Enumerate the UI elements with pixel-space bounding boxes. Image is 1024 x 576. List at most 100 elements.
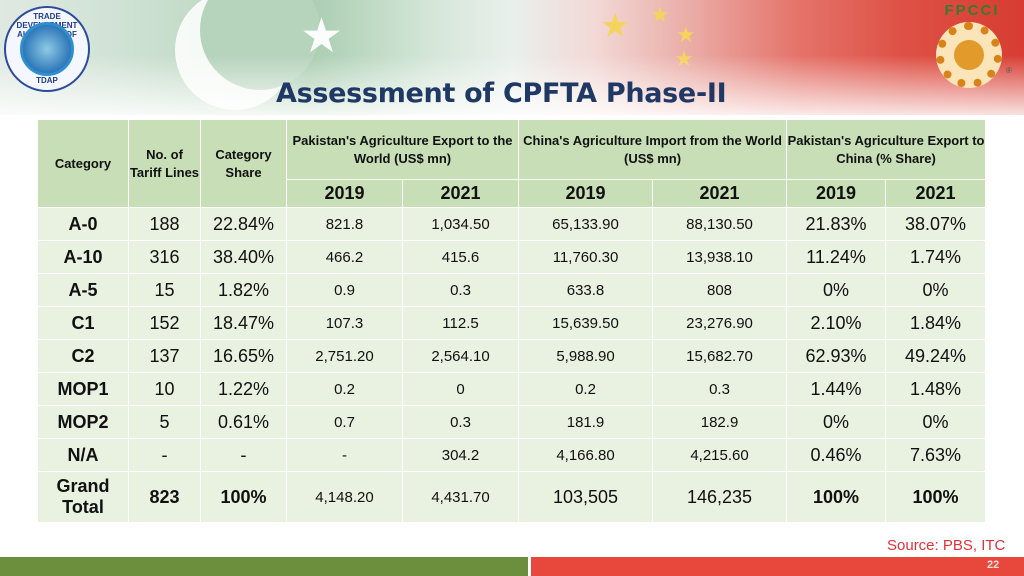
cell-pk-export-china-2021: 1.84% bbox=[885, 306, 987, 340]
header-category: Category bbox=[37, 119, 129, 208]
china-star-icon: ★ bbox=[600, 7, 631, 45]
row-category-total: Grand Total bbox=[37, 471, 129, 523]
cell-cn-import-world-2019: 181.9 bbox=[518, 405, 654, 439]
cell-pk-export-world-2021: 112.5 bbox=[401, 306, 520, 340]
table-row: C1 152 18.47% 107.3 112.5 15,639.50 23,2… bbox=[37, 306, 987, 340]
cell-tariff-lines: 316 bbox=[128, 240, 201, 274]
cell-cn-import-world-2019: 11,760.30 bbox=[518, 240, 654, 274]
cell-pk-export-world-2019-total: 4,148.20 bbox=[286, 471, 403, 523]
cell-category-share: 38.40% bbox=[200, 240, 287, 274]
cell-cn-import-world-2021: 182.9 bbox=[652, 405, 788, 439]
cell-tariff-lines: 5 bbox=[128, 405, 201, 439]
flags-banner: ★ ★ ★ ★ ★ bbox=[0, 0, 1024, 115]
cell-pk-export-china-2021: 7.63% bbox=[885, 438, 987, 472]
cpfta-assessment-table: Category No. of Tariff Lines Category Sh… bbox=[37, 119, 987, 523]
cell-category-share: 0.61% bbox=[200, 405, 287, 439]
cell-category-share: 1.22% bbox=[200, 372, 287, 406]
cell-tariff-lines: 152 bbox=[128, 306, 201, 340]
tdap-logo: TRADE DEVELOPMENT AUTHORITY OF PAKISTAN … bbox=[4, 6, 90, 92]
cell-pk-export-china-2019: 0% bbox=[786, 273, 887, 307]
cell-cn-import-world-2019: 633.8 bbox=[518, 273, 654, 307]
tdap-logo-text: TDAP bbox=[36, 76, 58, 85]
header-year-2019: 2019 bbox=[518, 179, 654, 208]
header-category-share: Category Share bbox=[200, 119, 287, 208]
row-category: A-10 bbox=[37, 240, 129, 274]
cell-tariff-lines: 188 bbox=[128, 207, 201, 241]
cell-pk-export-world-2021: 0.3 bbox=[401, 405, 520, 439]
cell-tariff-lines: 137 bbox=[128, 339, 201, 373]
cell-tariff-lines: - bbox=[128, 438, 201, 472]
china-star-icon: ★ bbox=[676, 22, 696, 47]
cell-tariff-lines: 15 bbox=[128, 273, 201, 307]
header-pk-export-china: Pakistan's Agriculture Export to China (… bbox=[786, 119, 987, 180]
row-category: A-0 bbox=[37, 207, 129, 241]
fpcci-logo: FPCCI ® bbox=[926, 2, 1018, 94]
cell-tariff-lines-total: 823 bbox=[128, 471, 201, 523]
header-pk-export-world: Pakistan's Agriculture Export to the Wor… bbox=[285, 119, 520, 180]
cell-tariff-lines: 10 bbox=[128, 372, 201, 406]
row-category: N/A bbox=[37, 438, 129, 472]
cell-pk-export-world-2019: - bbox=[286, 438, 403, 472]
table-row: MOP1 10 1.22% 0.2 0 0.2 0.3 1.44% 1.48% bbox=[37, 372, 987, 406]
banner-fade bbox=[0, 55, 1024, 115]
cell-pk-export-world-2019: 2,751.20 bbox=[286, 339, 403, 373]
cell-cn-import-world-2021: 15,682.70 bbox=[652, 339, 788, 373]
cell-pk-export-world-2021: 415.6 bbox=[401, 240, 520, 274]
row-category: MOP2 bbox=[37, 405, 129, 439]
cell-category-share: 18.47% bbox=[200, 306, 287, 340]
header-year-2019: 2019 bbox=[286, 179, 403, 208]
cell-pk-export-china-2019: 0.46% bbox=[786, 438, 887, 472]
header-tariff-lines: No. of Tariff Lines bbox=[128, 119, 201, 208]
cell-pk-export-china-2019: 11.24% bbox=[786, 240, 887, 274]
cell-pk-export-china-2021: 0% bbox=[885, 273, 987, 307]
table-row: A-10 316 38.40% 466.2 415.6 11,760.30 13… bbox=[37, 240, 987, 274]
cell-pk-export-world-2021: 1,034.50 bbox=[401, 207, 520, 241]
cell-pk-export-china-2021: 38.07% bbox=[885, 207, 987, 241]
page-title: Assessment of CPFTA Phase-II bbox=[276, 78, 727, 109]
cell-category-share: 22.84% bbox=[200, 207, 287, 241]
china-star-icon: ★ bbox=[650, 2, 670, 27]
cell-pk-export-china-2019: 1.44% bbox=[786, 372, 887, 406]
cell-cn-import-world-2021: 0.3 bbox=[652, 372, 788, 406]
cell-cn-import-world-2021: 4,215.60 bbox=[652, 438, 788, 472]
cell-cn-import-world-2021: 88,130.50 bbox=[652, 207, 788, 241]
gear-center-icon bbox=[954, 40, 984, 70]
page-number: 22 bbox=[987, 559, 1000, 571]
cell-category-share: - bbox=[200, 438, 287, 472]
cell-pk-export-china-2019: 62.93% bbox=[786, 339, 887, 373]
cell-pk-export-world-2021: 2,564.10 bbox=[401, 339, 520, 373]
fpcci-logo-text: FPCCI bbox=[944, 2, 1000, 19]
cell-cn-import-world-2019: 4,166.80 bbox=[518, 438, 654, 472]
cell-cn-import-world-2019: 5,988.90 bbox=[518, 339, 654, 373]
cell-pk-export-china-2021: 1.48% bbox=[885, 372, 987, 406]
cell-cn-import-world-2019: 15,639.50 bbox=[518, 306, 654, 340]
cell-pk-export-world-2019: 0.9 bbox=[286, 273, 403, 307]
cell-pk-export-world-2021: 0 bbox=[401, 372, 520, 406]
table-row: A-0 188 22.84% 821.8 1,034.50 65,133.90 … bbox=[37, 207, 987, 241]
cell-pk-export-world-2019: 0.7 bbox=[286, 405, 403, 439]
row-category: C1 bbox=[37, 306, 129, 340]
cell-pk-export-china-2019: 0% bbox=[786, 405, 887, 439]
cell-cn-import-world-2021: 808 bbox=[652, 273, 788, 307]
globe-icon bbox=[20, 22, 74, 76]
gear-icon bbox=[936, 22, 1002, 88]
header-year-2021: 2021 bbox=[652, 179, 788, 208]
row-category: C2 bbox=[37, 339, 129, 373]
registered-icon: ® bbox=[1006, 66, 1012, 75]
cell-pk-export-china-2019: 2.10% bbox=[786, 306, 887, 340]
cell-cn-import-world-2021: 13,938.10 bbox=[652, 240, 788, 274]
table-row: C2 137 16.65% 2,751.20 2,564.10 5,988.90… bbox=[37, 339, 987, 373]
header-year-2019: 2019 bbox=[786, 179, 887, 208]
cell-pk-export-china-2021-total: 100% bbox=[885, 471, 987, 523]
table-row-total: Grand Total 823 100% 4,148.20 4,431.70 1… bbox=[37, 471, 987, 523]
cell-category-share: 1.82% bbox=[200, 273, 287, 307]
footer-bar-red bbox=[531, 557, 1024, 576]
cell-pk-export-china-2019: 21.83% bbox=[786, 207, 887, 241]
cell-pk-export-world-2021: 0.3 bbox=[401, 273, 520, 307]
source-note: Source: PBS, ITC bbox=[887, 537, 1006, 554]
cell-pk-export-world-2021: 304.2 bbox=[401, 438, 520, 472]
cell-cn-import-world-2021-total: 146,235 bbox=[652, 471, 788, 523]
table-row: N/A - - - 304.2 4,166.80 4,215.60 0.46% … bbox=[37, 438, 987, 472]
pakistan-star-icon: ★ bbox=[300, 10, 344, 63]
cell-category-share: 16.65% bbox=[200, 339, 287, 373]
